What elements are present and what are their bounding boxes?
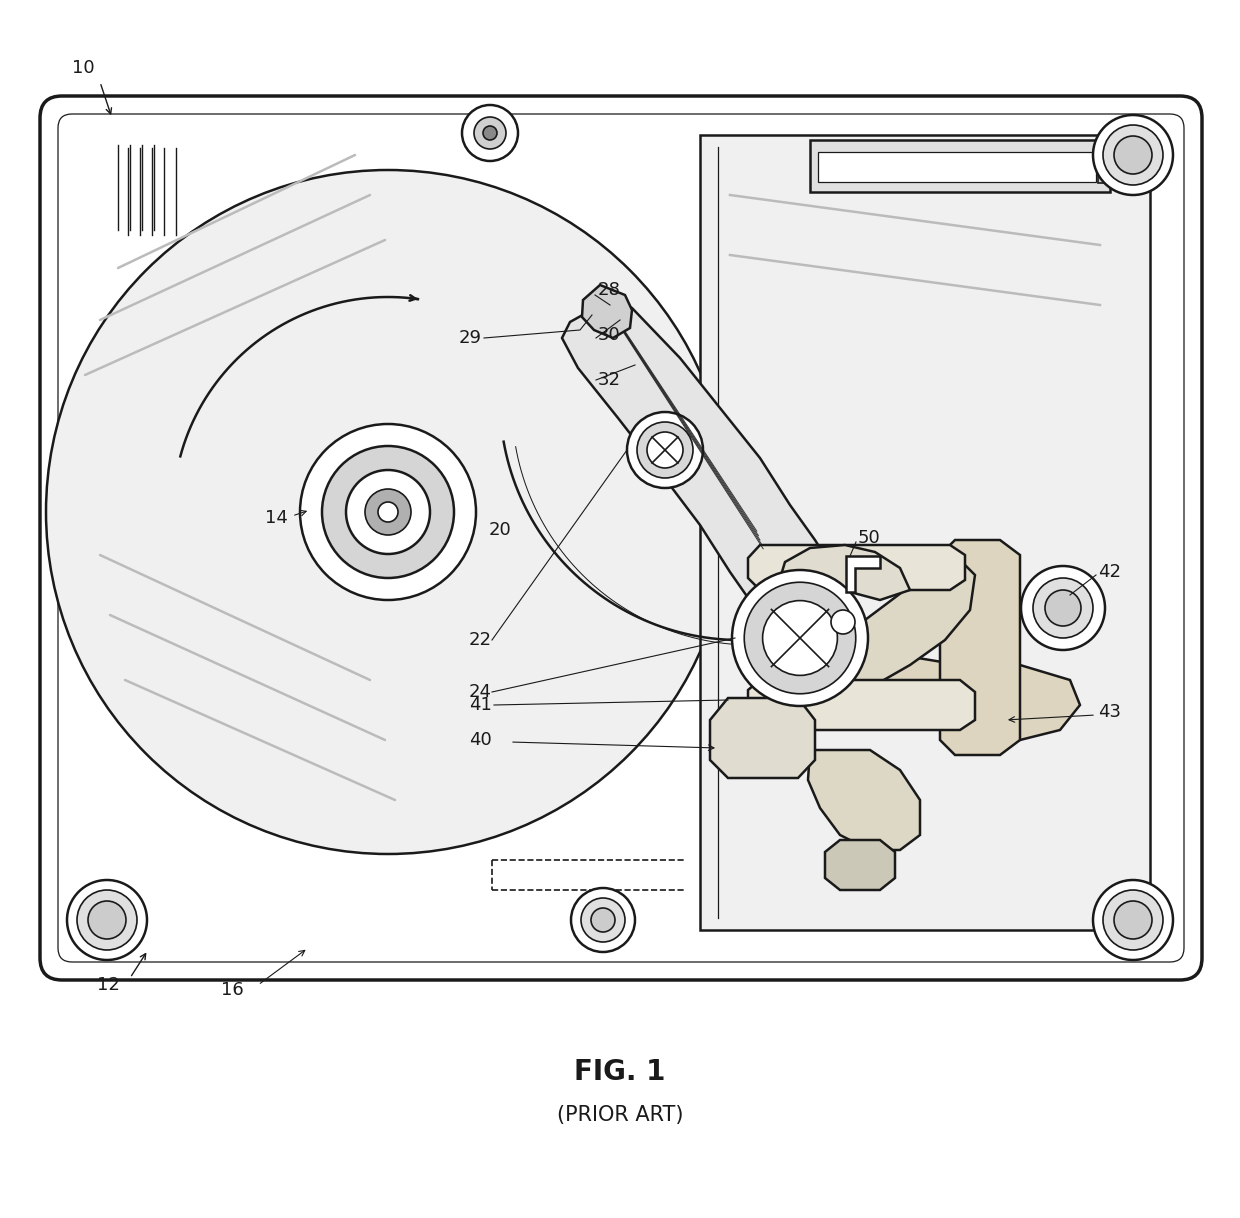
Circle shape — [1114, 136, 1152, 174]
Text: 10: 10 — [72, 58, 94, 77]
Polygon shape — [582, 285, 632, 339]
Polygon shape — [846, 555, 880, 592]
Circle shape — [591, 907, 615, 932]
Polygon shape — [940, 540, 1021, 755]
Polygon shape — [711, 698, 815, 778]
Circle shape — [474, 117, 506, 149]
Polygon shape — [562, 296, 839, 642]
Text: 20: 20 — [489, 521, 511, 540]
Polygon shape — [775, 544, 910, 630]
Circle shape — [831, 610, 856, 635]
Text: 24: 24 — [469, 683, 492, 702]
Circle shape — [322, 446, 454, 579]
Text: 32: 32 — [598, 371, 621, 389]
Text: FIG. 1: FIG. 1 — [574, 1058, 666, 1086]
Circle shape — [1045, 590, 1081, 626]
Text: 16: 16 — [221, 980, 243, 999]
Text: 43: 43 — [1097, 703, 1121, 721]
Bar — [1097, 143, 1140, 183]
Circle shape — [1104, 890, 1163, 950]
Circle shape — [77, 890, 136, 950]
Circle shape — [463, 105, 518, 161]
Text: 30: 30 — [598, 326, 621, 343]
Polygon shape — [825, 840, 895, 890]
Text: 29: 29 — [459, 329, 482, 347]
Polygon shape — [748, 544, 965, 590]
Text: 12: 12 — [97, 976, 119, 994]
Circle shape — [1092, 114, 1173, 195]
Text: 22: 22 — [469, 631, 492, 649]
Text: 28: 28 — [598, 281, 621, 298]
Circle shape — [484, 125, 497, 140]
Circle shape — [637, 421, 693, 477]
Polygon shape — [748, 680, 975, 730]
Circle shape — [647, 432, 683, 468]
Polygon shape — [808, 750, 920, 850]
Circle shape — [378, 502, 398, 523]
Circle shape — [67, 879, 148, 960]
Circle shape — [570, 888, 635, 952]
Circle shape — [88, 901, 126, 939]
Circle shape — [582, 898, 625, 942]
Circle shape — [365, 488, 410, 535]
Circle shape — [763, 600, 837, 676]
Circle shape — [1092, 879, 1173, 960]
Circle shape — [1033, 579, 1092, 638]
Circle shape — [627, 412, 703, 488]
Text: 40: 40 — [469, 731, 492, 749]
Circle shape — [46, 171, 730, 854]
Text: 41: 41 — [469, 695, 492, 714]
Text: 14: 14 — [265, 509, 288, 527]
Polygon shape — [800, 648, 1080, 741]
Bar — [818, 152, 1096, 181]
Text: (PRIOR ART): (PRIOR ART) — [557, 1105, 683, 1125]
Bar — [810, 140, 1110, 192]
Circle shape — [1104, 125, 1163, 185]
FancyBboxPatch shape — [40, 96, 1202, 980]
Circle shape — [732, 570, 868, 706]
Circle shape — [300, 424, 476, 600]
Text: 42: 42 — [1097, 563, 1121, 581]
Circle shape — [1114, 901, 1152, 939]
Circle shape — [346, 470, 430, 554]
Polygon shape — [701, 135, 1149, 931]
Circle shape — [744, 582, 856, 694]
Polygon shape — [820, 560, 975, 695]
Text: 50: 50 — [858, 529, 880, 547]
Circle shape — [1021, 566, 1105, 650]
